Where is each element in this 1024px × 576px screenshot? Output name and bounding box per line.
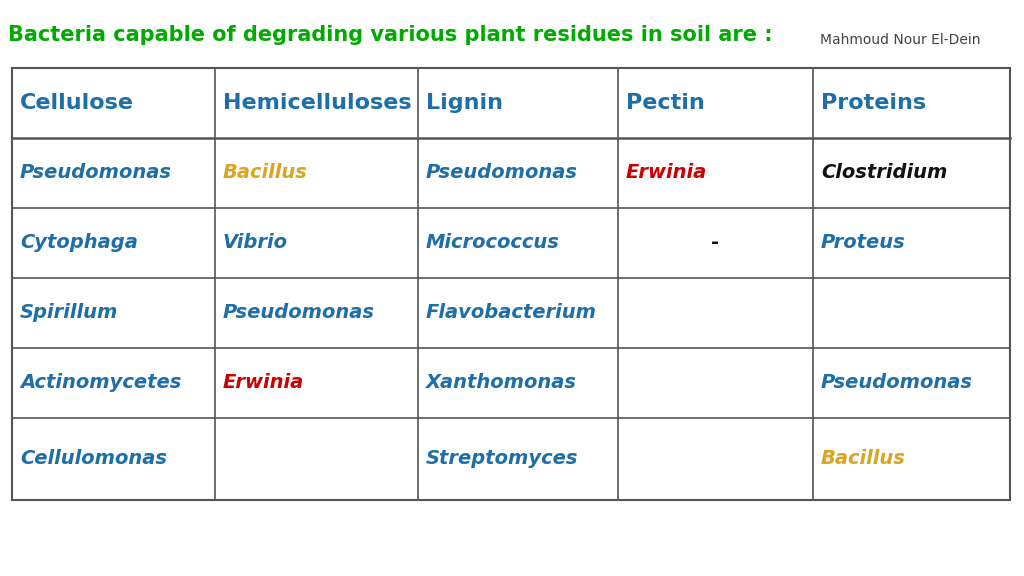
Text: Erwinia: Erwinia — [626, 164, 708, 183]
Text: Cytophaga: Cytophaga — [20, 233, 138, 252]
Text: Bacillus: Bacillus — [821, 449, 906, 468]
Text: Spirillum: Spirillum — [20, 304, 119, 323]
Text: Flavobacterium: Flavobacterium — [426, 304, 597, 323]
Text: Proteins: Proteins — [821, 93, 926, 113]
Text: Erwinia: Erwinia — [223, 373, 304, 392]
Text: Pseudomonas: Pseudomonas — [223, 304, 375, 323]
Text: Bacteria capable of degrading various plant residues in soil are :: Bacteria capable of degrading various pl… — [8, 25, 772, 45]
Text: -: - — [712, 233, 720, 252]
Text: Clostridium: Clostridium — [821, 164, 947, 183]
Text: Mahmoud Nour El-Dein: Mahmoud Nour El-Dein — [820, 33, 981, 47]
Text: Cellulose: Cellulose — [20, 93, 134, 113]
Text: Pseudomonas: Pseudomonas — [426, 164, 578, 183]
Text: Vibrio: Vibrio — [223, 233, 288, 252]
Text: Hemicelluloses: Hemicelluloses — [223, 93, 412, 113]
Text: Pseudomonas: Pseudomonas — [821, 373, 973, 392]
Bar — [12, 68, 1010, 500]
Text: Pectin: Pectin — [626, 93, 705, 113]
Text: Xanthomonas: Xanthomonas — [426, 373, 577, 392]
Text: Pseudomonas: Pseudomonas — [20, 164, 172, 183]
Text: Streptomyces: Streptomyces — [426, 449, 579, 468]
Text: Lignin: Lignin — [426, 93, 503, 113]
Text: Cellulomonas: Cellulomonas — [20, 449, 167, 468]
Text: Bacillus: Bacillus — [223, 164, 308, 183]
Text: Proteus: Proteus — [821, 233, 906, 252]
Text: Actinomycetes: Actinomycetes — [20, 373, 181, 392]
Text: Micrococcus: Micrococcus — [426, 233, 560, 252]
